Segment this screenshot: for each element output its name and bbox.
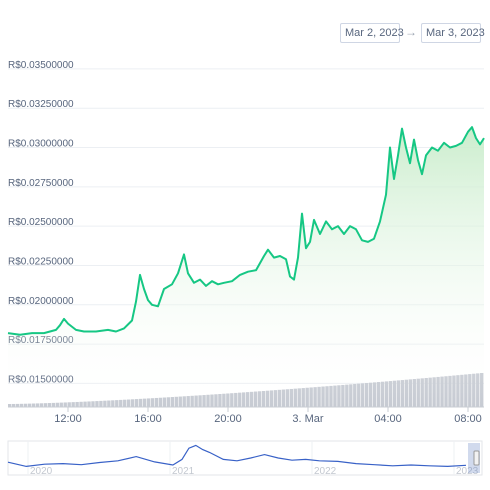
navigator-tick-label: 2022 <box>314 466 337 477</box>
price-area <box>8 127 484 407</box>
navigator-frame <box>7 440 483 476</box>
navigator-tick-label: 2023 <box>456 466 479 477</box>
x-tick-label: 08:00 <box>454 413 482 425</box>
y-tick-label: R$0.03500000 <box>8 60 74 71</box>
price-line <box>7 126 485 336</box>
date-from-input[interactable]: Mar 2, 2023 <box>340 23 404 43</box>
x-tick-label: 3. Mar <box>292 413 324 425</box>
y-tick-label: R$0.03000000 <box>8 139 74 150</box>
navigator-handle-icon[interactable] <box>473 450 480 466</box>
navigator-tick-label: 2021 <box>172 466 195 477</box>
x-tick-label: 04:00 <box>374 413 402 425</box>
x-tick-label: 16:00 <box>134 413 162 425</box>
y-tick-label: R$0.02250000 <box>8 256 74 267</box>
x-axis-labels: 12:00 16:00 20:00 3. Mar 04:00 08:00 <box>54 407 482 425</box>
date-to-input[interactable]: Mar 3, 2023 <box>421 23 485 43</box>
navigator-line <box>7 444 467 468</box>
y-tick-label: R$0.03250000 <box>8 99 74 110</box>
y-tick-label: R$0.02500000 <box>8 217 74 228</box>
y-tick-label: R$0.02750000 <box>8 178 74 189</box>
date-range-arrow-icon: → <box>405 25 417 39</box>
y-tick-label: R$0.02000000 <box>8 296 74 307</box>
x-tick-label: 20:00 <box>214 413 242 425</box>
x-tick-label: 12:00 <box>54 413 82 425</box>
navigator: 2020 2021 2022 2023 <box>7 440 483 477</box>
navigator-tick-label: 2020 <box>30 466 53 477</box>
